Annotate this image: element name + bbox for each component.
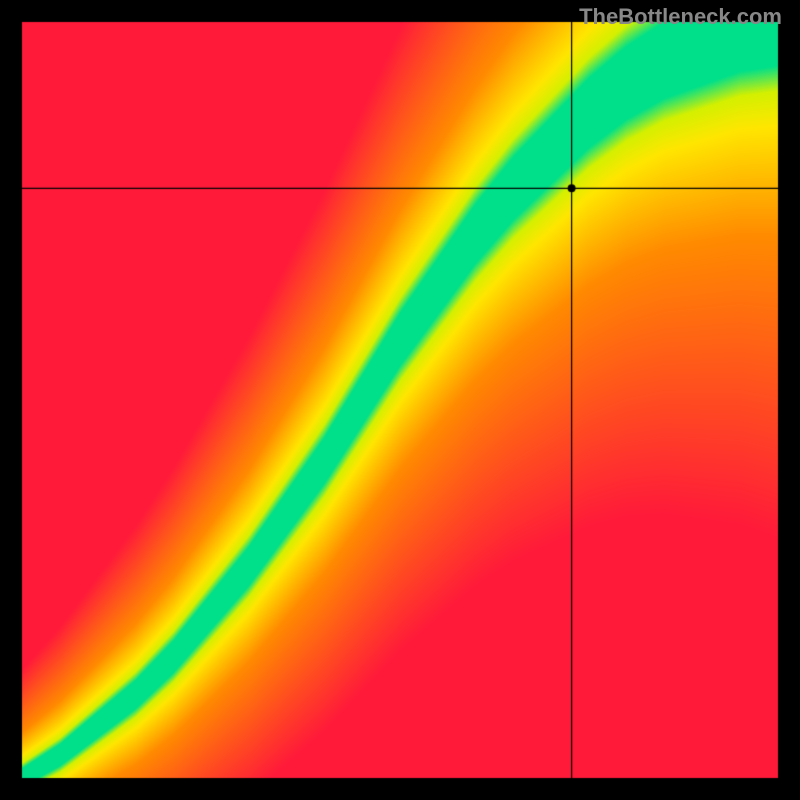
chart-container: TheBottleneck.com: [0, 0, 800, 800]
bottleneck-heatmap: [0, 0, 800, 800]
watermark-text: TheBottleneck.com: [579, 4, 782, 30]
